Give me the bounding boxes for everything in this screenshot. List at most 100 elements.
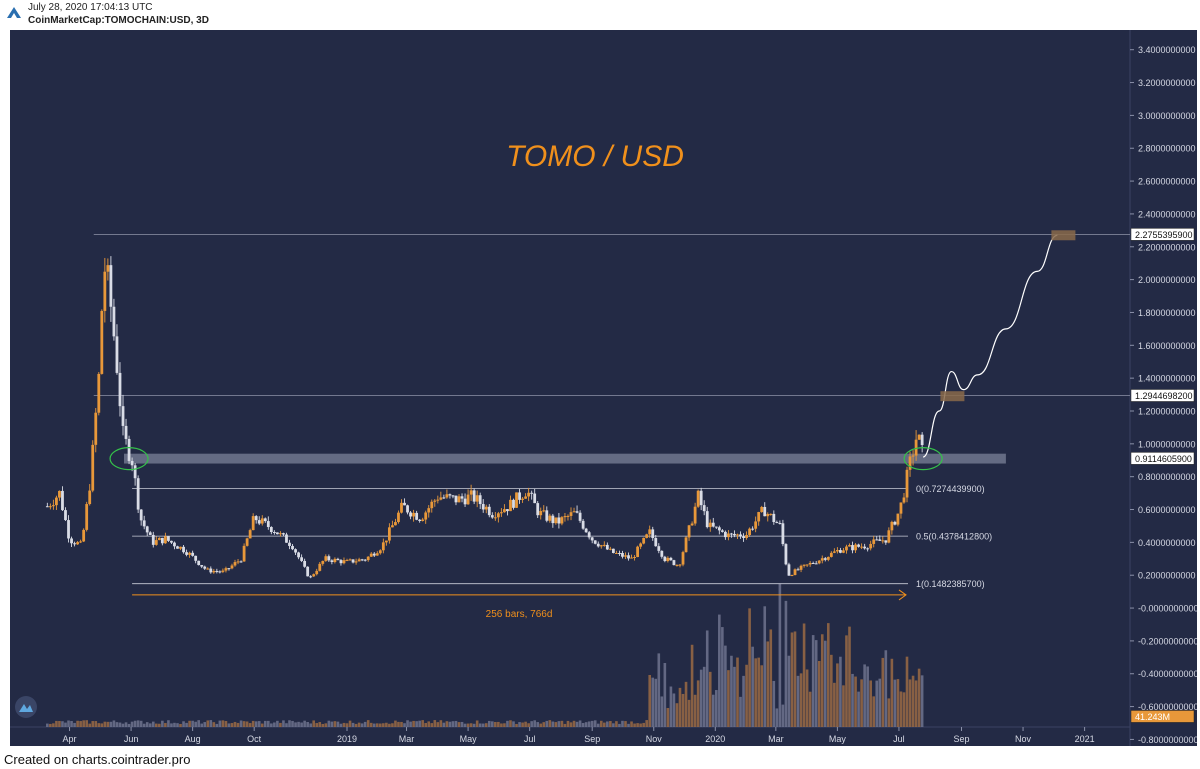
- volume-bar: [542, 722, 546, 727]
- candle-body: [911, 455, 915, 457]
- volume-bar: [554, 722, 558, 727]
- candle-body: [372, 553, 376, 556]
- candle-body: [173, 542, 176, 547]
- candle-body: [896, 513, 900, 525]
- volume-bar: [636, 723, 639, 727]
- volume-bar: [403, 723, 406, 727]
- volume-bar: [176, 723, 179, 727]
- volume-bar: [385, 722, 388, 727]
- candle-body: [917, 434, 921, 440]
- volume-bar: [330, 721, 334, 727]
- volume-bar: [451, 721, 455, 727]
- volume-bar: [642, 722, 645, 727]
- volume-bar: [727, 670, 730, 727]
- volume-bar: [82, 720, 85, 727]
- volume-bar: [687, 699, 691, 727]
- candle-body: [663, 556, 667, 562]
- candle-body: [354, 561, 358, 563]
- volume-bar: [170, 723, 173, 727]
- volume-bar: [618, 723, 621, 727]
- candle-body: [48, 506, 52, 508]
- volume-bar: [902, 692, 906, 727]
- candle-body: [615, 552, 618, 554]
- volume-bar: [73, 722, 76, 727]
- volume-bar: [733, 666, 736, 727]
- volume-bar: [164, 723, 167, 727]
- candle-body: [176, 546, 179, 549]
- candle-body: [787, 564, 791, 576]
- candle-body: [285, 534, 288, 543]
- volume-bar: [584, 722, 588, 727]
- volume-bar: [633, 723, 636, 727]
- current-price-badge-box: [1130, 452, 1195, 465]
- candle-body: [230, 565, 234, 569]
- price-tick-label: -0.6000000000: [1138, 702, 1197, 712]
- price-chart[interactable]: 3.4000000000 3.2000000000 3.0000000000 2.80…: [10, 30, 1199, 746]
- volume-bar: [690, 644, 694, 727]
- candle-body: [533, 493, 537, 504]
- candle-body: [348, 559, 352, 561]
- volume-bar: [796, 675, 800, 727]
- volume-bar: [548, 720, 552, 727]
- candle-body: [51, 505, 55, 507]
- candle-body: [690, 523, 694, 526]
- candle-body: [545, 510, 549, 521]
- volume-bar: [578, 720, 582, 727]
- target-box: [940, 391, 965, 402]
- chart-panel[interactable]: 3.4000000000 3.2000000000 3.0000000000 2.80…: [10, 30, 1199, 746]
- candle-body: [651, 529, 655, 539]
- volume-bar: [194, 721, 197, 727]
- candle-body: [854, 544, 857, 551]
- candle-body: [275, 532, 279, 535]
- candle-body: [839, 550, 842, 553]
- volume-bar: [842, 685, 845, 727]
- volume-bar: [309, 723, 312, 727]
- time-tick-label: Mar: [768, 734, 784, 744]
- candle-body: [233, 562, 237, 566]
- highlight-ellipse: [109, 447, 149, 471]
- candle-body: [693, 506, 697, 524]
- volume-bar: [684, 681, 688, 727]
- candle-body: [375, 553, 379, 556]
- volume-bar: [848, 626, 851, 727]
- volume-bar: [273, 722, 276, 727]
- candle-body: [621, 553, 624, 557]
- volume-bar: [366, 720, 370, 727]
- candle-body: [454, 495, 458, 503]
- volume-bar: [836, 663, 839, 727]
- candle-body: [412, 512, 416, 517]
- candle-body: [660, 550, 664, 557]
- volume-bar: [397, 721, 400, 727]
- candle-body: [142, 520, 146, 527]
- candle-body: [672, 560, 676, 566]
- candle-body: [215, 570, 219, 572]
- volume-bar: [130, 721, 134, 727]
- volume-bar: [590, 720, 594, 727]
- candle-body: [654, 538, 658, 547]
- candle-body: [648, 529, 652, 535]
- candle-body: [872, 539, 876, 544]
- volume-bar: [575, 721, 579, 727]
- volume-bar: [191, 720, 194, 727]
- volume-bar: [348, 720, 352, 727]
- candle-body: [167, 536, 170, 541]
- volume-bar: [887, 698, 891, 727]
- candle-body: [551, 515, 555, 524]
- candle-body: [763, 506, 767, 517]
- volume-bar: [121, 723, 125, 727]
- candle-body: [203, 566, 207, 569]
- candle-body: [115, 336, 119, 373]
- candle-body: [569, 512, 573, 516]
- volume-bar: [802, 623, 806, 727]
- level-price-badge-box: [1130, 228, 1195, 241]
- candle-body: [478, 495, 482, 505]
- candle-body: [418, 519, 422, 521]
- volume-bar: [754, 658, 757, 727]
- candle-body: [194, 555, 198, 561]
- projection-path: [922, 234, 1058, 458]
- candle-body: [599, 545, 603, 547]
- volume-bar: [430, 723, 434, 727]
- candle-body: [542, 510, 546, 512]
- volume-bar: [251, 720, 255, 727]
- volume-bar: [654, 678, 658, 727]
